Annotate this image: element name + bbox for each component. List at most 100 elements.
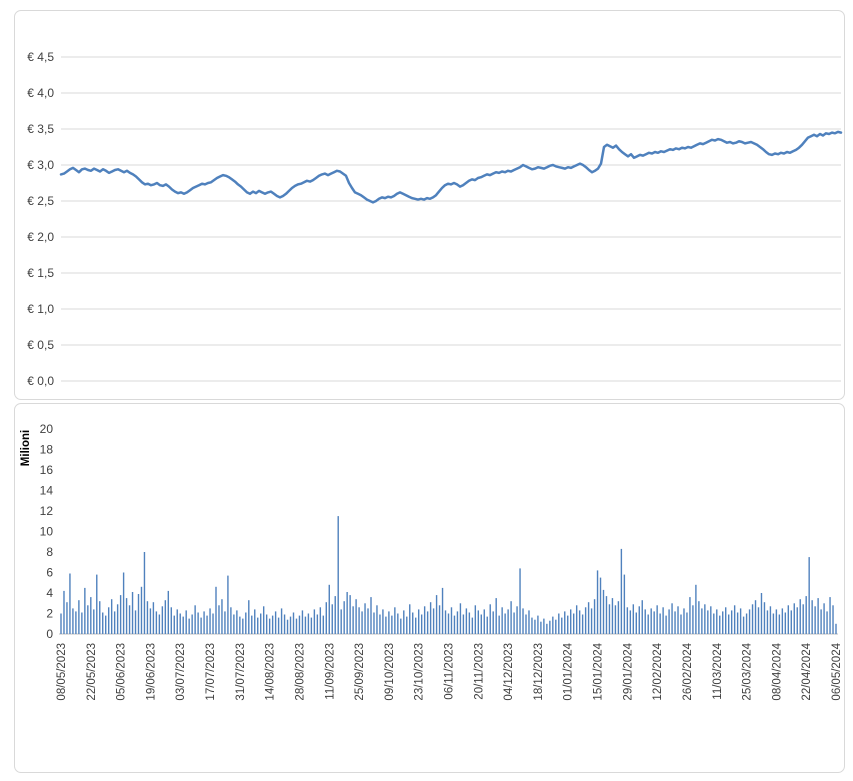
- volume-bar: [128, 605, 131, 634]
- volume-bar: [760, 593, 763, 634]
- volume-axis-title: Milioni: [20, 430, 32, 466]
- volume-bar: [140, 586, 143, 634]
- volume-bar: [644, 609, 646, 634]
- volume-bar: [707, 610, 709, 634]
- volume-y-tick-label: 14: [40, 484, 54, 498]
- volume-bar: [725, 607, 727, 634]
- volume-bar: [522, 608, 524, 634]
- price-y-tick-label: € 0,0: [27, 374, 54, 388]
- volume-bar: [823, 603, 825, 635]
- volume-bar: [137, 594, 140, 634]
- volume-bar: [465, 608, 468, 634]
- volume-bar: [757, 607, 760, 634]
- volume-bar: [224, 611, 226, 634]
- volume-bar: [736, 612, 739, 634]
- volume-bar: [409, 604, 411, 634]
- volume-bar: [459, 603, 462, 635]
- volume-bar: [483, 609, 485, 634]
- volume-bar: [498, 615, 500, 634]
- volume-bar: [358, 607, 360, 634]
- x-axis-tick-label: 14/08/2023: [265, 643, 277, 701]
- volume-bar: [453, 615, 456, 634]
- volume-bar: [149, 608, 152, 634]
- volume-bar: [313, 609, 316, 634]
- volume-bar: [534, 619, 536, 634]
- volume-bar: [146, 601, 149, 634]
- volume-bar: [295, 618, 298, 634]
- volume-bar: [271, 615, 274, 634]
- volume-bar: [364, 603, 366, 635]
- volume-bar: [331, 604, 333, 634]
- volume-y-tick-label: 0: [46, 627, 53, 641]
- volume-bar: [382, 609, 384, 634]
- volume-bar: [218, 605, 220, 634]
- volume-bar: [105, 615, 107, 634]
- volume-bar: [674, 611, 676, 634]
- volume-bar: [817, 598, 819, 634]
- volume-bar: [444, 610, 447, 634]
- volume-bar: [531, 617, 533, 634]
- volume-bar: [155, 611, 158, 634]
- volume-bar: [727, 614, 730, 634]
- volume-y-tick-label: 2: [46, 607, 53, 621]
- volume-bar: [251, 615, 253, 634]
- volume-bar: [125, 598, 128, 634]
- volume-bar: [516, 606, 518, 634]
- volume-bar: [665, 615, 667, 634]
- volume-bar: [134, 610, 137, 634]
- volume-bar: [143, 552, 146, 634]
- volume-bar: [578, 610, 581, 634]
- x-axis-tick-label: 08/04/2024: [771, 642, 783, 700]
- x-axis-tick-label: 22/05/2023: [86, 643, 98, 701]
- volume-bar: [546, 623, 548, 635]
- volume-bar: [668, 609, 670, 634]
- volume-bar: [805, 596, 807, 634]
- volume-bar: [572, 613, 575, 634]
- volume-bar: [608, 604, 611, 634]
- volume-bar: [471, 617, 474, 634]
- volume-bar: [692, 605, 694, 634]
- volume-bar: [620, 548, 623, 634]
- volume-bar: [629, 610, 632, 634]
- volume-bar: [695, 584, 697, 634]
- volume-bar: [158, 614, 161, 634]
- volume-bar: [376, 605, 378, 634]
- volume-bar: [596, 570, 599, 634]
- volume-bar: [826, 611, 828, 634]
- volume-bar: [185, 610, 187, 634]
- volume-bar: [519, 568, 521, 634]
- volume-bar: [489, 604, 491, 634]
- volume-bar: [63, 590, 65, 634]
- x-axis-tick-label: 06/05/2024: [831, 642, 843, 700]
- volume-bar: [161, 606, 164, 634]
- volume-y-tick-label: 6: [46, 566, 53, 580]
- volume-bar: [599, 577, 602, 634]
- volume-bar: [796, 607, 798, 634]
- volume-bar: [543, 618, 545, 634]
- volume-bar: [495, 598, 497, 634]
- price-line-chart: € 0,0 € 0,5 € 1,0 € 1,5 € 2,0 € 2,5 € 3,0 € 3,5…: [27, 50, 843, 388]
- volume-bar: [355, 599, 357, 634]
- volume-bar: [602, 589, 605, 634]
- volume-y-tick-label: 4: [46, 586, 53, 600]
- volume-bar: [814, 606, 816, 634]
- volume-bar: [474, 605, 477, 634]
- volume-bar: [549, 620, 551, 634]
- volume-bar: [131, 592, 134, 634]
- x-axis-tick-label: 08/05/2023: [56, 643, 68, 701]
- volume-bar: [802, 604, 804, 634]
- volume-bar: [567, 615, 569, 634]
- volume-bar: [75, 611, 77, 634]
- volume-bar: [60, 613, 62, 634]
- volume-bar: [325, 602, 327, 634]
- volume-bar: [590, 608, 593, 634]
- volume-bar: [391, 615, 393, 634]
- volume-bar: [286, 619, 289, 634]
- volume-bar: [611, 598, 614, 634]
- volume-bar: [462, 614, 465, 634]
- volume-bar: [742, 616, 745, 634]
- volume-bar: [751, 604, 754, 634]
- volume-bar: [772, 613, 775, 634]
- x-axis-tick-label: 28/08/2023: [295, 643, 307, 701]
- volume-bar: [456, 611, 459, 634]
